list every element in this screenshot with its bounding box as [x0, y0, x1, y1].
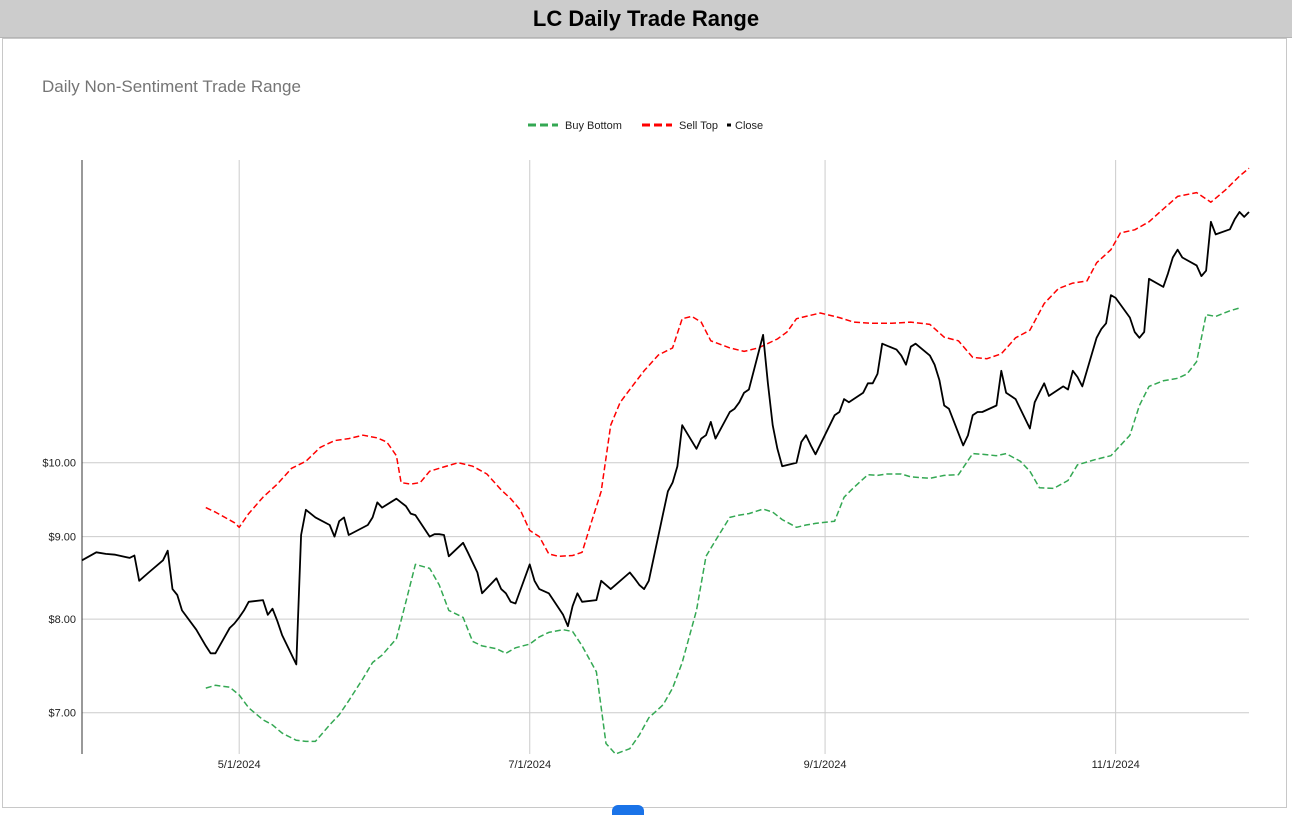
series-line-buy-bottom: [205, 307, 1240, 755]
y-tick-label: $8.00: [48, 614, 76, 626]
x-tick-label: 9/1/2024: [804, 759, 847, 771]
series-lines: [81, 167, 1250, 755]
gridlines: [82, 160, 1249, 754]
y-tick-label: $10.00: [42, 458, 76, 470]
page-title: LC Daily Trade Range: [532, 5, 760, 31]
legend-item-label: Buy Bottom: [565, 120, 622, 132]
chart-title: Daily Non-Sentiment Trade Range: [42, 77, 301, 96]
legend-item-label: Close: [735, 120, 763, 132]
legend-item-label: Sell Top: [679, 120, 718, 132]
y-tick-label: $9.00: [48, 532, 76, 544]
header-bar: LC Daily Trade Range: [0, 0, 1292, 38]
chart-container[interactable]: [2, 38, 1287, 808]
series-line-sell-top: [205, 167, 1250, 558]
axes: $7.00 $8.00 $9.00 $10.00 5/1/2024 7/1/2024 9/1…: [42, 160, 1140, 771]
series-line-close: [81, 211, 1250, 666]
x-tick-label: 5/1/2024: [218, 759, 261, 771]
y-tick-label: $7.00: [48, 708, 76, 720]
scroll-handle[interactable]: [612, 805, 644, 815]
x-tick-label: 11/1/2024: [1092, 759, 1140, 771]
legend: Buy Bottom Sell Top Close: [528, 120, 763, 132]
x-tick-label: 7/1/2024: [508, 759, 551, 771]
